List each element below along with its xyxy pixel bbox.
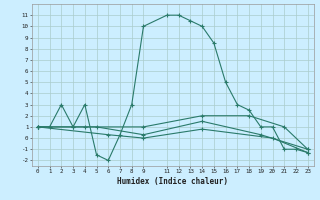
X-axis label: Humidex (Indice chaleur): Humidex (Indice chaleur) bbox=[117, 177, 228, 186]
